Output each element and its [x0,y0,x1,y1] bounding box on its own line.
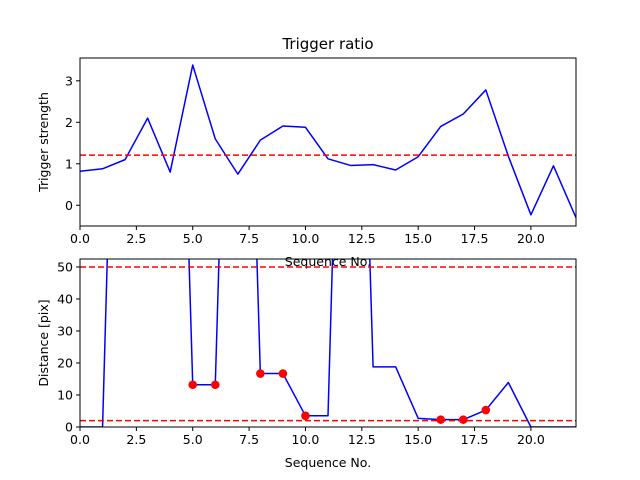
x-tick-label: 5.0 [183,231,203,246]
x-tick-label: 7.5 [239,432,259,447]
data-point-marker [278,369,288,378]
y-tick-label: 10 [57,388,73,403]
x-tick-label: 15.0 [404,231,432,246]
data-point-marker [301,411,310,421]
subplot-2: 0.0 2.5 5.0 7.5 10.0 12.5 15.0 17.5 20.0 0 10 20 30 4… [36,258,577,470]
data-point-marker [188,380,198,390]
x-tick-label: 7.5 [239,231,259,246]
x-tick-label: 20.0 [517,432,545,447]
y-axis-label: Trigger strength [36,92,51,193]
y-tick-label: 50 [57,260,73,275]
x-tick-label: 17.5 [461,432,489,447]
y-tick-label: 0 [65,420,73,435]
data-point-marker [458,415,468,424]
y-tick-label: 0 [65,198,73,213]
y-tick-label: 40 [57,292,73,307]
plot-area [80,64,576,218]
y-tick-label: 2 [65,115,73,130]
series-line-1 [80,64,576,218]
x-tick-label: 20.0 [517,231,545,246]
subplot-1: 0.0 2.5 5.0 7.5 10.0 12.5 15.0 17.5 20.0 0 1 2 3 Sequ… [36,35,577,269]
x-axis-label: Sequence No. [285,455,371,470]
data-point-marker [256,369,265,378]
axes-frame [79,57,577,227]
x-tick-label: 0.0 [70,231,90,246]
y-tick-label: 3 [65,73,73,88]
x-tick-label: 15.0 [404,432,432,447]
x-tick-label: 10.0 [292,231,320,246]
x-tick-label: 12.5 [348,231,376,246]
y-axis-label: Distance [pix] [36,299,51,386]
x-tick-label: 0.0 [70,432,90,447]
data-point-marker [481,405,491,415]
y-tick-label: 1 [65,156,73,171]
plot-area [80,259,576,427]
x-tick-label: 10.0 [292,432,320,447]
x-axis-label: Sequence No. [285,254,371,269]
x-tick-label: 2.5 [126,231,146,246]
data-point-marker [210,380,220,390]
series-line-1 [80,259,576,427]
x-tick-label: 5.0 [183,432,203,447]
y-tick-label: 20 [57,356,73,371]
x-tick-label: 2.5 [126,432,146,447]
x-tick-label: 12.5 [348,432,376,447]
chart-title: Trigger ratio [281,35,373,53]
data-point-marker [436,415,446,424]
axes-frame [79,258,577,428]
y-tick-label: 30 [57,324,73,339]
x-tick-label: 17.5 [461,231,489,246]
